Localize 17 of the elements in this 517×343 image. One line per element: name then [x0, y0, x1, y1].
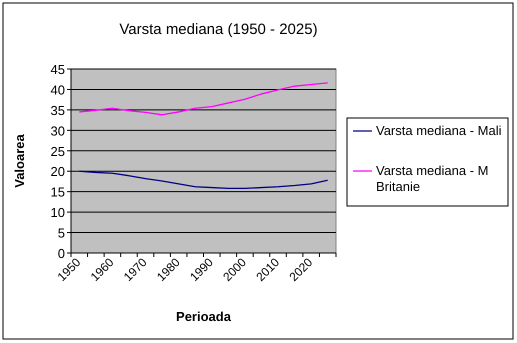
y-tick-label: 25	[50, 144, 65, 159]
line-series	[78, 82, 328, 116]
y-tick-label: 15	[50, 184, 65, 200]
legend-label: Varsta mediana - Mali	[376, 123, 502, 138]
line-series	[78, 170, 328, 190]
y-tick-label: 45	[50, 62, 65, 77]
x-axis-title: Perioada	[176, 309, 232, 324]
legend-label: Varsta mediana - M Britanie	[376, 163, 488, 194]
y-tick-label: 10	[50, 205, 65, 220]
y-axis-title: Valoarea	[12, 133, 27, 188]
y-tick-label: 20	[50, 164, 65, 180]
y-tick-label: 35	[50, 102, 65, 118]
chart-title: Varsta mediana (1950 - 2025)	[119, 21, 318, 38]
y-tick-label: 30	[50, 123, 65, 138]
y-tick-label: 40	[50, 82, 65, 98]
y-tick-label: 0	[58, 246, 65, 261]
y-tick-label: 5	[58, 226, 65, 241]
